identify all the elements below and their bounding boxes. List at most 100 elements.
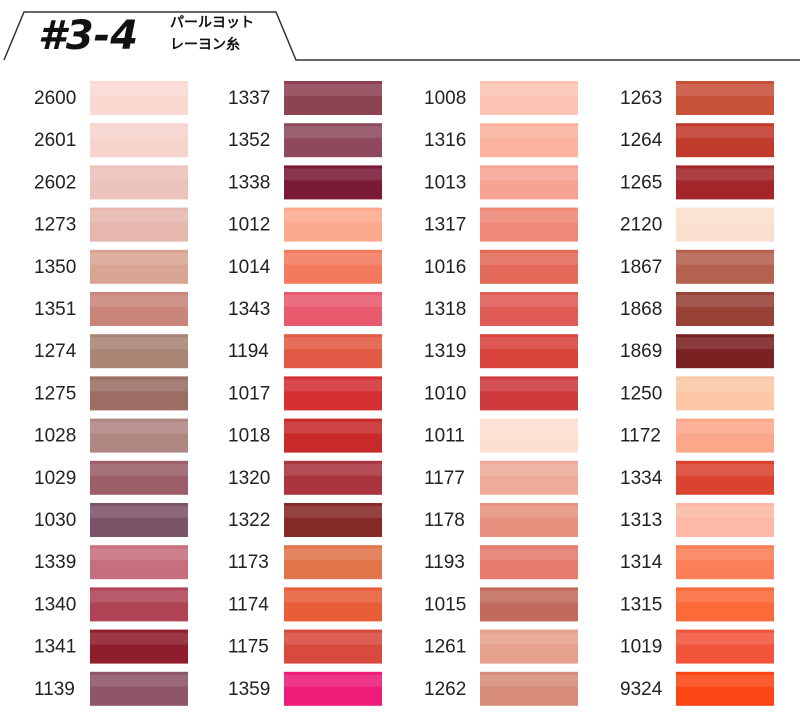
swatch-sheen [90, 379, 188, 392]
thread-swatch [284, 418, 382, 453]
thread-code: 1338 [228, 172, 270, 193]
thread-swatch [90, 81, 188, 115]
thread-code: 1261 [424, 637, 466, 658]
swatch-sheen [480, 421, 578, 434]
swatch-sheen [90, 463, 188, 476]
swatch-sheen [676, 548, 774, 561]
thread-swatch [676, 629, 774, 664]
swatch-sheen [284, 632, 382, 645]
thread-code: 1350 [34, 257, 76, 278]
thread-code: 1316 [424, 130, 466, 151]
swatch-sheen [90, 168, 188, 181]
thread-code: 1314 [620, 552, 663, 573]
swatch-sheen [284, 506, 382, 518]
thread-swatch [284, 460, 382, 495]
thread-code: 1012 [228, 215, 270, 236]
thread-swatch [90, 671, 188, 706]
swatch-sheen [90, 126, 188, 139]
thread-swatch [284, 503, 382, 537]
thread-swatch [676, 123, 774, 158]
thread-code: 2120 [620, 215, 662, 236]
thread-swatch [676, 545, 774, 580]
swatch-sheen [480, 590, 578, 603]
thread-swatch [480, 503, 578, 537]
thread-swatch [284, 376, 382, 411]
swatch-sheen [480, 210, 578, 223]
thread-swatch [676, 165, 774, 200]
thread-swatch [284, 123, 382, 158]
thread-code: 1194 [228, 341, 269, 362]
swatch-sheen [676, 421, 774, 434]
swatch-sheen [284, 84, 382, 96]
swatch-sheen [90, 674, 188, 687]
thread-code: 1017 [228, 383, 270, 404]
thread-code: 2600 [34, 88, 76, 109]
header-subtitle: パールヨット [170, 15, 254, 31]
thread-code: 1340 [34, 594, 76, 615]
thread-swatch [676, 587, 774, 622]
thread-swatch [90, 545, 188, 580]
thread-swatch [284, 207, 382, 242]
thread-code: 2601 [34, 130, 76, 151]
thread-swatch [676, 418, 774, 453]
thread-swatch [284, 587, 382, 622]
thread-swatch [90, 249, 188, 284]
thread-code: 1313 [620, 510, 662, 531]
swatch-sheen [480, 674, 578, 687]
thread-code: 1010 [424, 383, 466, 404]
thread-code: 1014 [228, 257, 271, 278]
swatch-sheen [480, 506, 578, 518]
thread-swatch [676, 503, 774, 537]
swatch-sheen [90, 632, 188, 645]
thread-swatch [284, 165, 382, 200]
thread-swatch [676, 671, 774, 706]
thread-code: 1867 [620, 257, 662, 278]
thread-swatch [90, 376, 188, 411]
thread-code: 1018 [228, 426, 270, 447]
thread-code: 1172 [620, 426, 661, 447]
thread-code: 1173 [228, 552, 269, 573]
thread-code: 1174 [228, 594, 269, 615]
thread-code: 1013 [424, 172, 466, 193]
swatch-sheen [676, 252, 774, 265]
swatch-sheen [90, 590, 188, 603]
thread-swatch [90, 292, 188, 326]
thread-swatch [676, 460, 774, 495]
swatch-sheen [284, 590, 382, 603]
swatch-sheen [284, 337, 382, 350]
thread-swatch [284, 292, 382, 326]
swatch-sheen [676, 506, 774, 518]
swatch-sheen [480, 168, 578, 181]
thread-swatch [480, 334, 578, 369]
swatch-sheen [284, 421, 382, 434]
thread-code: 1264 [620, 130, 663, 151]
swatch-sheen [90, 84, 188, 96]
thread-code: 1352 [228, 130, 270, 151]
swatch-sheen [90, 421, 188, 434]
thread-swatch [676, 376, 774, 411]
thread-swatch [676, 292, 774, 326]
thread-code: 1028 [34, 426, 76, 447]
thread-swatch [480, 418, 578, 453]
header-frame [3, 11, 800, 61]
swatch-sheen [90, 252, 188, 265]
swatch-sheen [284, 168, 382, 181]
swatch-sheen [284, 252, 382, 265]
thread-code: 9324 [620, 679, 663, 700]
thread-swatch [480, 207, 578, 242]
swatch-sheen [90, 506, 188, 518]
thread-code: 1178 [424, 510, 465, 531]
thread-code: 1319 [424, 341, 466, 362]
thread-code: 1869 [620, 341, 662, 362]
thread-code: 1263 [620, 88, 662, 109]
thread-code: 1275 [34, 383, 76, 404]
thread-swatch [480, 587, 578, 622]
swatch-sheen [480, 295, 578, 307]
thread-swatch [480, 81, 578, 115]
swatch-sheen [284, 463, 382, 476]
thread-code: 1265 [620, 172, 662, 193]
swatch-sheen [676, 126, 774, 139]
thread-swatch [284, 629, 382, 664]
thread-code: 1175 [228, 637, 269, 658]
